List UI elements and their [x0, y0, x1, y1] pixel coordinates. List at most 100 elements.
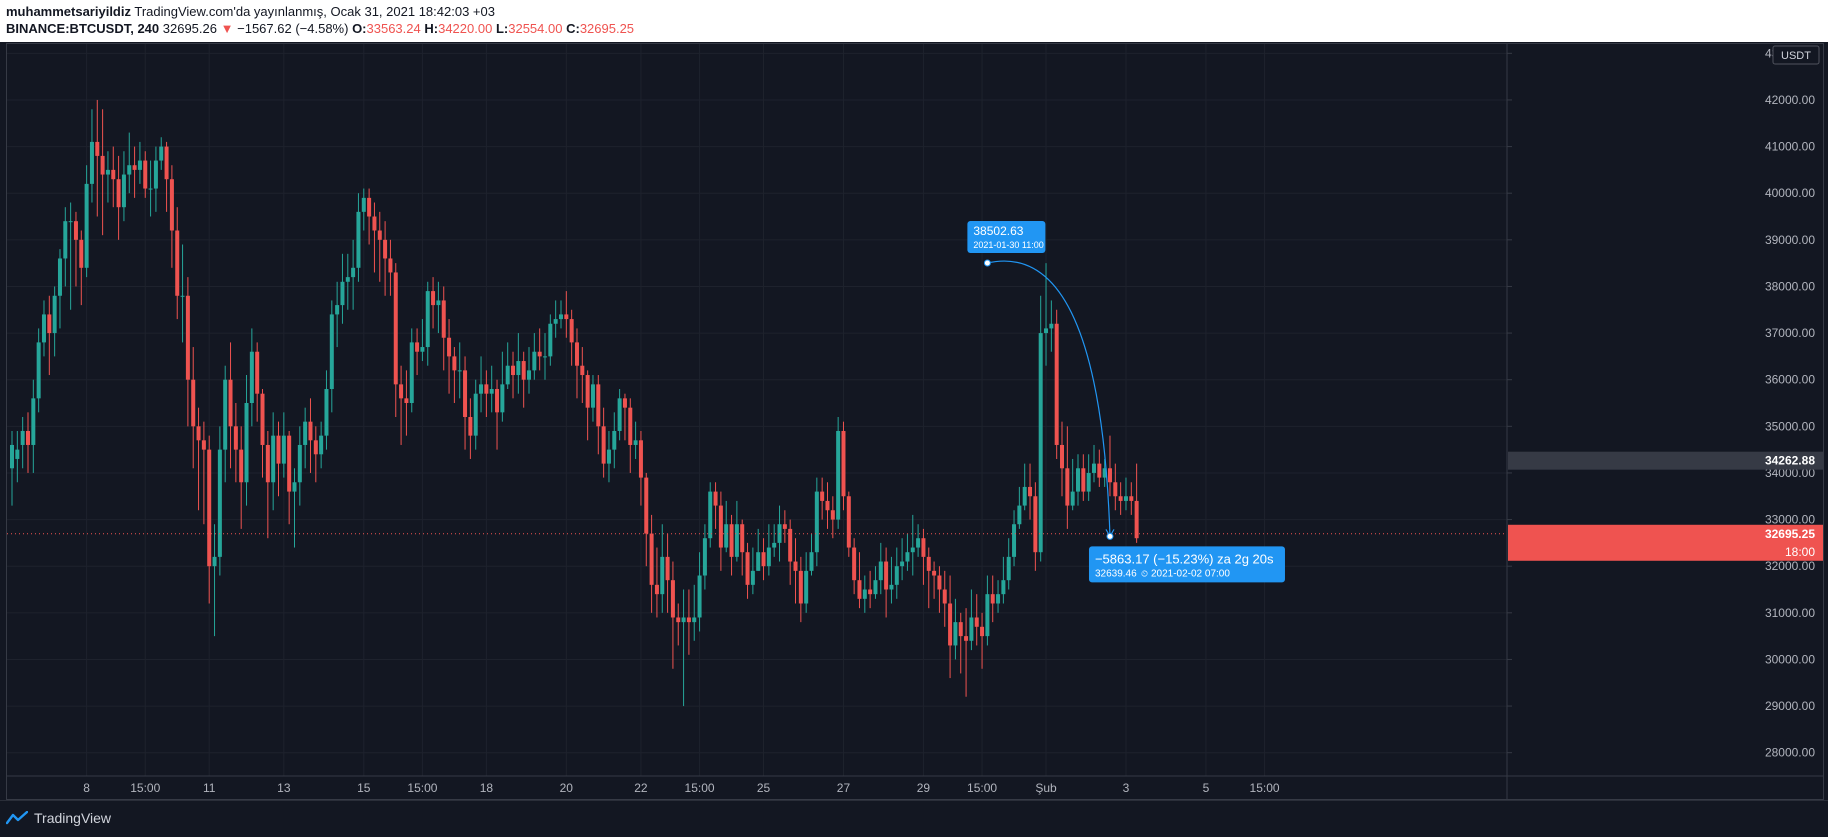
- candle-up[interactable]: [516, 333, 521, 394]
- candle-up[interactable]: [329, 300, 334, 413]
- candle-down[interactable]: [574, 328, 579, 399]
- candle-down[interactable]: [628, 398, 633, 473]
- candle-down[interactable]: [207, 435, 212, 604]
- candle-up[interactable]: [479, 356, 484, 413]
- candle-down[interactable]: [798, 556, 803, 623]
- candle-down[interactable]: [782, 510, 787, 543]
- candle-down[interactable]: [793, 538, 798, 604]
- candle-up[interactable]: [1012, 510, 1017, 567]
- candle-up[interactable]: [457, 342, 462, 399]
- measure-start-handle[interactable]: [983, 259, 991, 267]
- candle-up[interactable]: [772, 524, 777, 557]
- candle-down[interactable]: [399, 365, 404, 445]
- candle-down[interactable]: [884, 547, 889, 618]
- candle-up[interactable]: [905, 533, 910, 571]
- candle-down[interactable]: [377, 211, 382, 282]
- candle-up[interactable]: [889, 556, 894, 604]
- candle-up[interactable]: [553, 300, 558, 338]
- candle-up[interactable]: [159, 137, 164, 170]
- candle-up[interactable]: [121, 151, 126, 222]
- candle-up[interactable]: [1086, 454, 1091, 501]
- candle-up[interactable]: [41, 300, 46, 357]
- candle-up[interactable]: [10, 430, 14, 506]
- tradingview-brand[interactable]: TradingView: [6, 810, 111, 826]
- candle-down[interactable]: [846, 491, 851, 557]
- candle-up[interactable]: [612, 412, 617, 469]
- candle-up[interactable]: [1006, 538, 1011, 590]
- candle-down[interactable]: [169, 165, 174, 268]
- candle-down[interactable]: [1081, 454, 1086, 501]
- candle-down[interactable]: [788, 519, 793, 585]
- candle-up[interactable]: [836, 416, 841, 529]
- candle-up[interactable]: [500, 351, 505, 422]
- candle-up[interactable]: [692, 584, 697, 641]
- candle-up[interactable]: [617, 389, 622, 441]
- candle-up[interactable]: [20, 416, 25, 469]
- candlestick-chart[interactable]: 38502.63 2021-01-30 11:00 −5863.17 (−15.23…: [7, 44, 1823, 799]
- candle-down[interactable]: [718, 491, 723, 571]
- candle-down[interactable]: [580, 347, 585, 404]
- candle-up[interactable]: [324, 370, 329, 450]
- candle-down[interactable]: [974, 594, 979, 646]
- candle-down[interactable]: [585, 370, 590, 441]
- candle-up[interactable]: [543, 333, 547, 380]
- candle-down[interactable]: [1060, 421, 1065, 497]
- candle-down[interactable]: [175, 207, 180, 320]
- candle-up[interactable]: [1001, 556, 1006, 604]
- candle-down[interactable]: [686, 589, 691, 655]
- candle-up[interactable]: [505, 342, 510, 390]
- candle-up[interactable]: [303, 407, 308, 469]
- candle-down[interactable]: [852, 538, 857, 595]
- candle-up[interactable]: [436, 281, 441, 334]
- candle-up[interactable]: [873, 566, 878, 599]
- candle-down[interactable]: [740, 519, 745, 576]
- candle-up[interactable]: [351, 239, 356, 310]
- candle-down[interactable]: [937, 566, 942, 613]
- candle-up[interactable]: [356, 193, 361, 282]
- candle-down[interactable]: [1129, 482, 1134, 515]
- candle-down[interactable]: [601, 407, 606, 478]
- candle-up[interactable]: [894, 547, 899, 599]
- candle-up[interactable]: [996, 580, 1001, 613]
- candle-down[interactable]: [441, 286, 446, 371]
- candle-down[interactable]: [713, 482, 718, 529]
- candle-up[interactable]: [105, 151, 110, 203]
- candle-down[interactable]: [665, 533, 670, 613]
- candle-up[interactable]: [180, 244, 185, 343]
- candle-up[interactable]: [15, 430, 20, 483]
- candle-up[interactable]: [724, 500, 729, 553]
- author-name[interactable]: muhammetsariyildiz: [6, 4, 131, 19]
- candle-down[interactable]: [511, 351, 516, 399]
- candle-up[interactable]: [271, 412, 276, 511]
- candle-up[interactable]: [68, 202, 73, 310]
- candle-down[interactable]: [255, 342, 260, 422]
- candle-down[interactable]: [729, 514, 734, 576]
- candle-up[interactable]: [52, 286, 57, 357]
- candle-down[interactable]: [164, 141, 169, 212]
- candle-down[interactable]: [495, 379, 500, 450]
- candle-down[interactable]: [596, 375, 601, 455]
- candle-down[interactable]: [1097, 449, 1102, 487]
- candle-up[interactable]: [532, 333, 537, 380]
- candle-up[interactable]: [335, 281, 340, 348]
- candle-down[interactable]: [926, 547, 931, 609]
- candle-down[interactable]: [367, 188, 372, 245]
- candle-up[interactable]: [900, 538, 905, 581]
- candle-up[interactable]: [292, 468, 297, 548]
- candle-up[interactable]: [281, 412, 286, 478]
- candle-up[interactable]: [361, 188, 366, 231]
- candle-down[interactable]: [313, 426, 318, 483]
- candle-down[interactable]: [447, 319, 452, 394]
- candle-up[interactable]: [244, 375, 249, 506]
- candle-down[interactable]: [1118, 482, 1123, 515]
- candle-down[interactable]: [644, 472, 649, 567]
- candle-up[interactable]: [766, 524, 771, 576]
- measure-arc[interactable]: [987, 260, 1111, 537]
- candle-down[interactable]: [265, 430, 270, 539]
- candle-down[interactable]: [622, 393, 627, 441]
- candle-down[interactable]: [990, 575, 995, 623]
- candle-up[interactable]: [212, 524, 217, 637]
- candle-down[interactable]: [79, 230, 84, 306]
- candle-up[interactable]: [590, 375, 595, 422]
- candle-down[interactable]: [1107, 435, 1112, 497]
